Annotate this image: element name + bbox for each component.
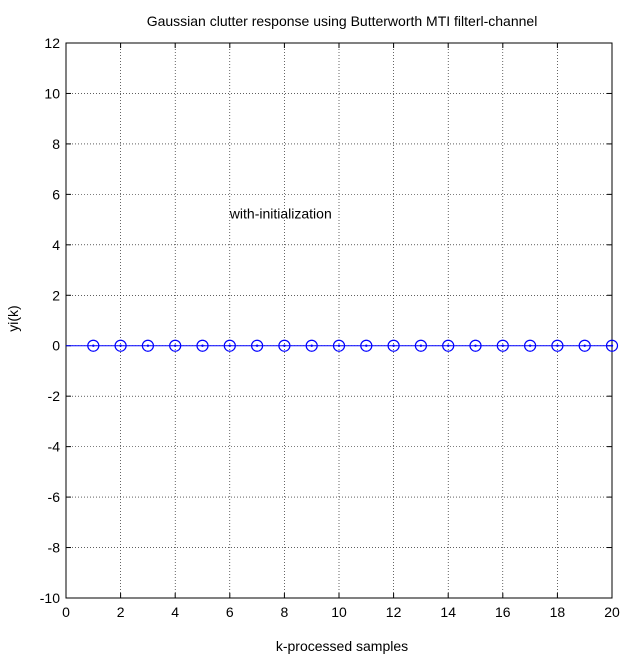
data-point xyxy=(442,339,455,352)
chart-title: Gaussian clutter response using Butterwo… xyxy=(147,13,538,29)
data-point xyxy=(169,339,182,352)
x-tick-label: 8 xyxy=(281,604,289,620)
data-point-center xyxy=(419,344,423,347)
data-point-center xyxy=(146,344,150,347)
data-point xyxy=(387,339,400,352)
data-point-center xyxy=(365,344,368,347)
data-point-center xyxy=(119,344,122,347)
data-point-center xyxy=(501,344,504,347)
data-point-center xyxy=(392,344,395,347)
y-tick-label: -10 xyxy=(40,590,60,606)
data-point-center xyxy=(447,344,450,347)
data-point xyxy=(87,339,100,352)
x-axis-label: k-processed samples xyxy=(276,638,408,654)
data-point xyxy=(278,339,291,352)
data-point-center xyxy=(255,344,259,347)
data-point-center xyxy=(310,344,313,347)
data-point-center xyxy=(228,344,231,347)
data-point xyxy=(223,339,236,352)
y-tick-label: 10 xyxy=(44,85,60,101)
x-tick-label: 18 xyxy=(550,604,566,620)
data-point-center xyxy=(528,344,532,347)
data-point-center xyxy=(283,344,286,347)
data-point xyxy=(578,339,591,352)
x-tick-label: 6 xyxy=(226,604,234,620)
data-series xyxy=(66,339,619,352)
y-tick-label: -6 xyxy=(48,489,61,505)
data-point-center xyxy=(337,344,341,347)
y-tick-label: 4 xyxy=(52,237,60,253)
y-axis-label: yi(k) xyxy=(5,305,21,331)
data-point-center xyxy=(92,344,95,347)
data-point xyxy=(332,339,346,352)
x-tick-label: 2 xyxy=(117,604,125,620)
y-tick-label: 12 xyxy=(44,35,60,51)
x-tick-label: 20 xyxy=(604,604,620,620)
x-tick-label: 0 xyxy=(62,604,70,620)
data-point xyxy=(551,339,564,352)
y-tick-label: -4 xyxy=(48,439,61,455)
y-tick-label: 8 xyxy=(52,136,60,152)
x-tick-label: 12 xyxy=(386,604,402,620)
data-point-center xyxy=(474,344,477,347)
y-tick-label: 6 xyxy=(52,186,60,202)
y-tick-label: 0 xyxy=(52,338,60,354)
data-point xyxy=(496,339,509,352)
y-tick-label: -8 xyxy=(48,540,61,556)
data-point xyxy=(251,339,264,352)
data-point-center xyxy=(201,344,204,347)
data-point xyxy=(305,339,318,352)
data-point xyxy=(469,339,482,352)
x-tick-label: 14 xyxy=(440,604,456,620)
x-tick-label: 4 xyxy=(171,604,179,620)
data-point xyxy=(605,339,619,352)
data-point-center xyxy=(610,344,614,347)
annotation-label: with-initialization xyxy=(229,206,332,222)
data-point xyxy=(414,339,427,352)
data-point xyxy=(114,339,127,352)
data-point-center xyxy=(174,344,177,347)
data-point xyxy=(196,339,209,352)
x-tick-label: 10 xyxy=(331,604,347,620)
data-point xyxy=(141,339,154,352)
y-tick-label: 2 xyxy=(52,287,60,303)
data-point-center xyxy=(556,344,559,347)
x-tick-label: 16 xyxy=(495,604,511,620)
axis-ticks: 0 2 4 6 8 10 12 14 16 18 20 -10 -8 -6 -4 -2 0 2 4 6 8 10 12 xyxy=(40,35,620,620)
data-point xyxy=(360,339,373,352)
grid xyxy=(66,43,612,598)
y-tick-label: -2 xyxy=(48,388,61,404)
data-point xyxy=(523,339,537,352)
data-point-center xyxy=(583,344,586,347)
